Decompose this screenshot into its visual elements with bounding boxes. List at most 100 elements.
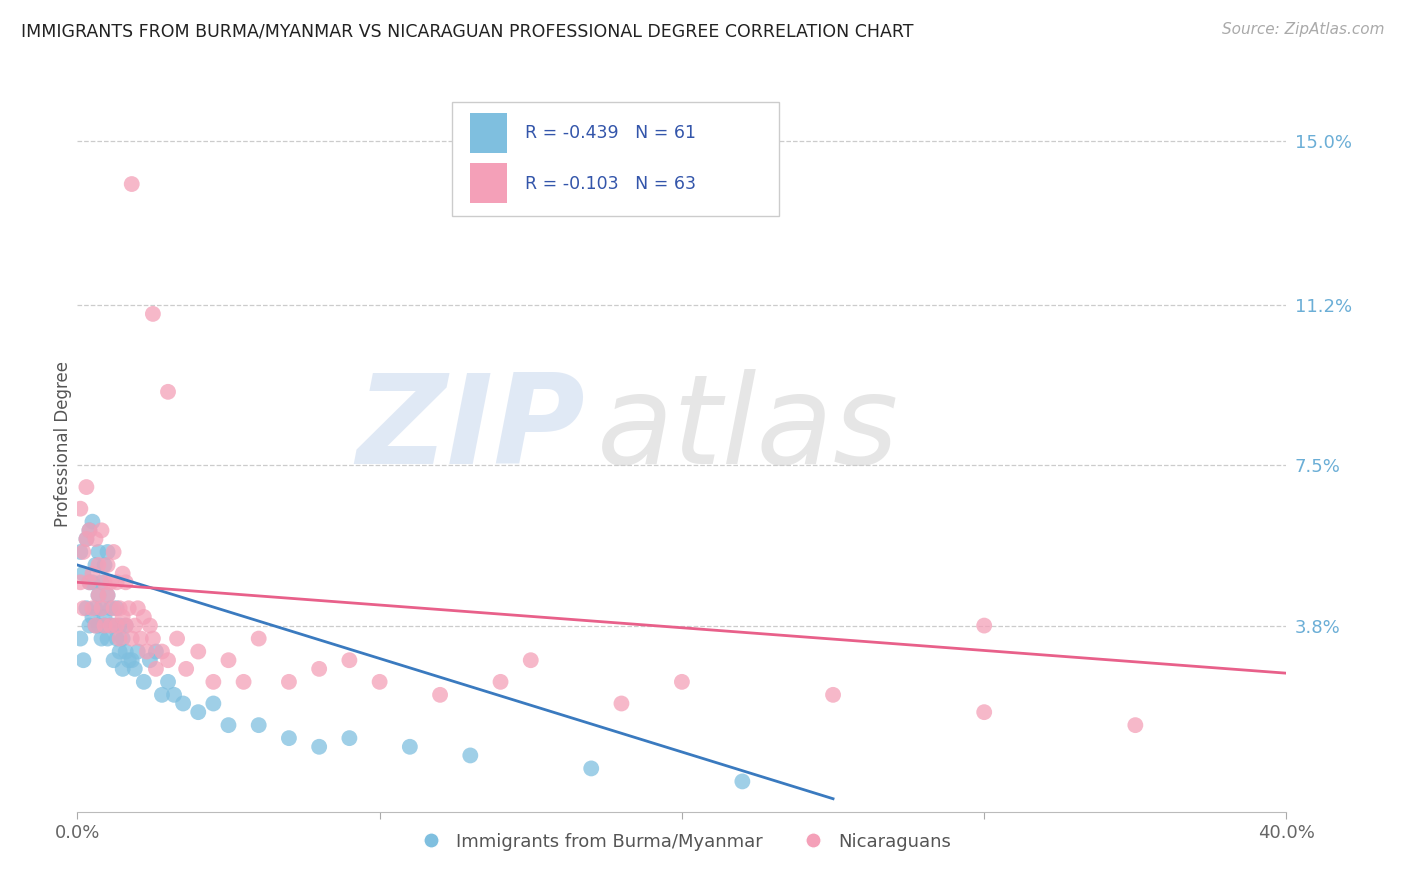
Point [82,601,104,615]
Point [75,480,97,494]
Point [79,524,101,538]
Point [87,618,110,632]
Point [429,688,451,702]
Point [202,674,225,689]
Point [1123,718,1146,732]
Point [69,545,91,559]
Point [82,610,104,624]
Point [105,601,128,615]
Point [111,610,134,624]
FancyBboxPatch shape [453,102,779,216]
Point [96,588,118,602]
Point [157,674,180,689]
Point [108,601,131,615]
Point [145,644,167,658]
Point [75,532,97,546]
FancyBboxPatch shape [470,112,506,153]
Point [610,697,633,711]
Point [157,384,180,399]
Point [90,601,112,615]
Point [79,575,101,590]
Point [84,618,107,632]
Point [232,674,254,689]
Point [90,524,112,538]
Point [172,697,194,711]
Point [135,644,157,658]
Point [145,662,167,676]
Point [75,532,97,546]
Text: IMMIGRANTS FROM BURMA/MYANMAR VS NICARAGUAN PROFESSIONAL DEGREE CORRELATION CHAR: IMMIGRANTS FROM BURMA/MYANMAR VS NICARAG… [21,22,914,40]
Point [114,618,136,632]
Point [79,575,101,590]
Point [202,697,225,711]
Point [821,688,844,702]
Point [337,731,360,746]
Point [308,739,330,754]
Point [139,653,162,667]
Point [96,558,118,572]
Point [458,748,481,763]
Point [139,618,162,632]
Point [108,644,131,658]
Point [79,618,101,632]
FancyBboxPatch shape [470,163,506,203]
Text: R = -0.439   N = 61: R = -0.439 N = 61 [524,124,696,143]
Point [72,601,94,615]
Point [90,601,112,615]
Legend: Immigrants from Burma/Myanmar, Nicaraguans: Immigrants from Burma/Myanmar, Nicaragua… [405,825,959,858]
Point [96,545,118,559]
Point [973,618,995,632]
Point [399,739,422,754]
Point [108,632,131,646]
Point [69,632,91,646]
Point [100,601,122,615]
Point [174,662,197,676]
Point [581,761,603,775]
Point [187,644,209,658]
Point [127,601,149,615]
Point [150,644,173,658]
Point [93,618,115,632]
Point [82,575,104,590]
Point [247,632,270,646]
Point [84,601,107,615]
Point [731,774,754,789]
Point [308,662,330,676]
Point [108,618,131,632]
Point [111,632,134,646]
Point [84,618,107,632]
Point [69,501,91,516]
Point [150,688,173,702]
Y-axis label: Professional Degree: Professional Degree [53,360,72,527]
Point [118,601,141,615]
Point [82,515,104,529]
Point [72,653,94,667]
Point [69,575,91,590]
Point [124,618,146,632]
Point [105,575,128,590]
Point [124,662,146,676]
Point [121,653,143,667]
Point [93,575,115,590]
Point [96,588,118,602]
Point [93,618,115,632]
Point [129,632,152,646]
Point [278,731,301,746]
Point [111,566,134,581]
Point [90,632,112,646]
Point [103,653,125,667]
Point [93,558,115,572]
Point [87,588,110,602]
Point [489,674,512,689]
Point [247,718,270,732]
Point [114,644,136,658]
Text: atlas: atlas [598,368,900,490]
Point [187,705,209,719]
Point [166,632,188,646]
Point [121,177,143,191]
Point [142,307,165,321]
Point [121,632,143,646]
Point [157,653,180,667]
Point [72,545,94,559]
Point [132,674,155,689]
